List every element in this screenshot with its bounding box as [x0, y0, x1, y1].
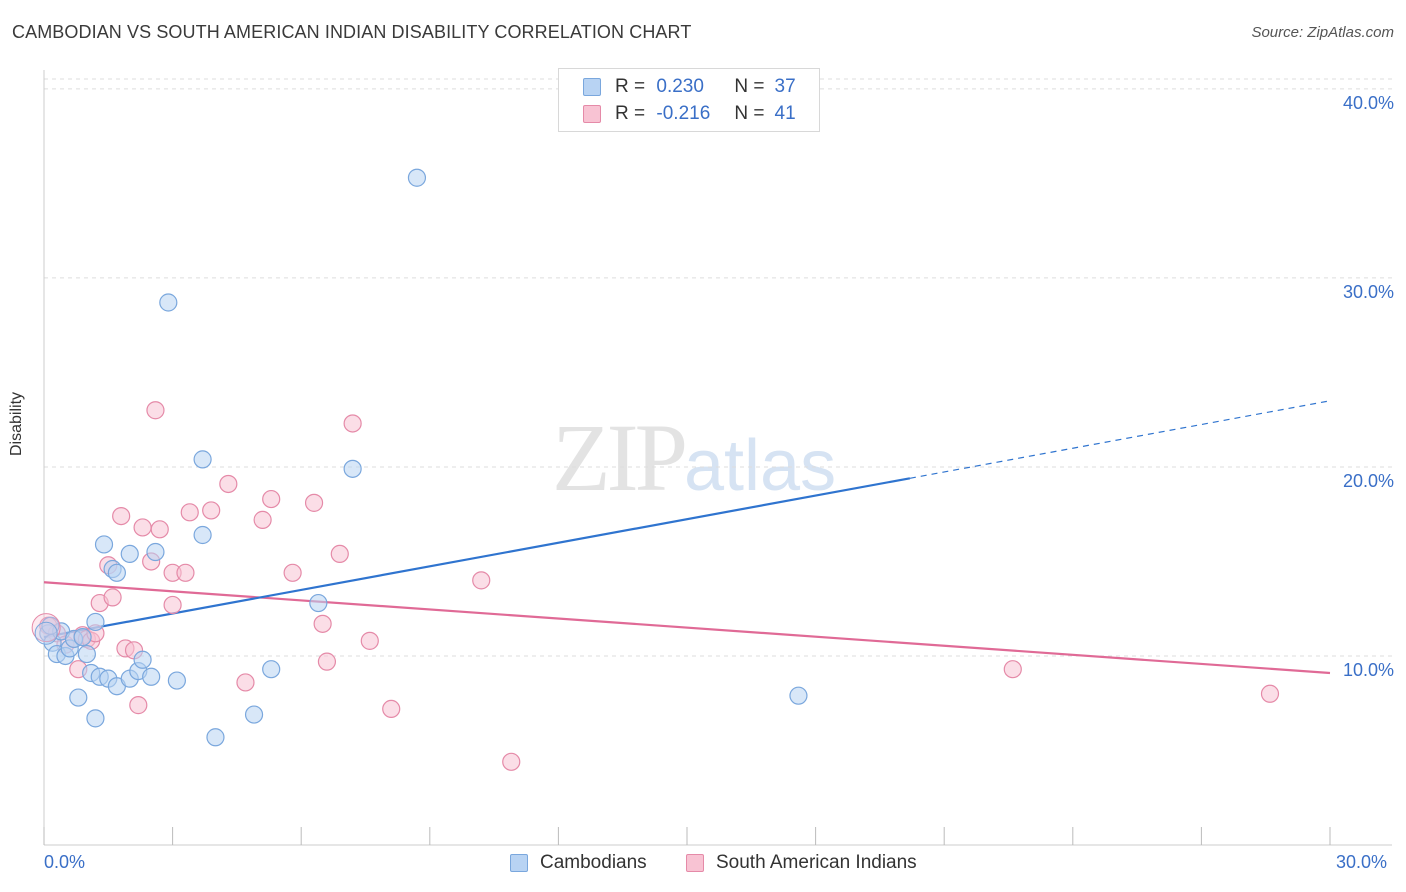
stats-legend: R = 0.230 N = 37 R = -0.216 N = 41: [558, 68, 820, 132]
point-south-american-indians: [133, 518, 152, 537]
point-south-american-indians: [472, 571, 491, 590]
watermark-zip: ZIP: [552, 404, 688, 511]
point-south-american-indians: [163, 595, 182, 615]
point-south-american-indians: [103, 588, 122, 607]
y-tick-label: 10.0%: [1342, 659, 1394, 680]
y-tick-label: 30.0%: [1342, 281, 1394, 302]
point-cluster-cambodians: [34, 621, 58, 645]
bottom-legend-label: Cambodians: [540, 852, 647, 873]
point-cambodians: [94, 535, 114, 554]
point-cambodians: [159, 293, 178, 312]
legend-r-value: 0.230: [656, 76, 704, 97]
point-cambodians: [120, 544, 139, 564]
point-cambodians: [77, 644, 96, 664]
legend-swatch-blue: [583, 78, 601, 96]
point-south-american-indians: [1003, 660, 1022, 679]
trend-line-cambodians: [43, 477, 911, 639]
bottom-legend-label: South American Indians: [716, 852, 917, 873]
legend-row-south-american-indians: R = -0.216 N = 41: [583, 102, 796, 126]
point-cambodians: [41, 616, 60, 635]
point-south-american-indians: [382, 699, 401, 719]
point-south-american-indians: [129, 696, 148, 715]
point-south-american-indians: [1260, 684, 1280, 703]
y-axis-label: Disability: [8, 391, 25, 456]
bottom-legend-cambodians: Cambodians: [510, 852, 647, 874]
legend-r-label: R =: [615, 76, 646, 97]
point-south-american-indians: [360, 631, 379, 650]
point-cambodians: [133, 650, 152, 669]
point-cambodians: [86, 709, 105, 728]
point-south-american-indians: [313, 614, 332, 633]
trend-lines: [43, 400, 1331, 675]
point-cambodians: [142, 667, 161, 686]
point-cambodians: [73, 627, 92, 647]
legend-n-label: N =: [734, 76, 765, 97]
x-tick-label-min: 0.0%: [44, 852, 86, 872]
point-cambodians: [789, 686, 808, 705]
point-south-american-indians: [236, 673, 255, 692]
point-cambodians: [407, 168, 427, 187]
point-cambodians: [167, 671, 186, 690]
point-south-american-indians: [502, 752, 521, 771]
trend-line-south-american-indians: [43, 581, 1331, 675]
point-cambodians: [262, 660, 281, 679]
point-south-american-indians: [180, 503, 199, 522]
legend-n-value: 41: [774, 103, 796, 124]
axes: [43, 70, 1392, 846]
legend-r-label: R =: [615, 103, 646, 124]
legend-row-cambodians: R = 0.230 N = 37: [583, 75, 796, 99]
point-south-american-indians: [112, 506, 131, 526]
y-tick-label: 40.0%: [1342, 92, 1394, 113]
watermark: ZIPatlas: [552, 402, 836, 513]
chart-title: CAMBODIAN VS SOUTH AMERICAN INDIAN DISAB…: [12, 22, 692, 42]
y-tick-label: 20.0%: [1342, 470, 1394, 491]
legend-r-value: -0.216: [656, 103, 711, 124]
point-cambodians: [107, 563, 126, 582]
watermark-atlas: atlas: [684, 426, 837, 506]
source-label: Source: ZipAtlas.com: [1251, 24, 1394, 41]
point-cambodians: [193, 525, 212, 545]
point-south-american-indians: [262, 489, 281, 509]
trend-line-cambodians-extension: [909, 400, 1331, 479]
point-south-american-indians: [253, 510, 272, 529]
legend-swatch-pink: [583, 105, 601, 123]
bottom-swatch-pink: [686, 854, 704, 872]
point-south-american-indians: [343, 414, 362, 433]
point-cambodians: [86, 612, 105, 632]
legend-n-value: 37: [774, 76, 796, 97]
point-cambodians: [69, 688, 88, 707]
point-cambodians: [146, 542, 165, 562]
point-south-american-indians: [317, 652, 337, 671]
point-south-american-indians: [304, 493, 324, 512]
point-cambodians: [244, 705, 264, 724]
legend-n-label: N =: [734, 103, 765, 124]
point-cambodians: [309, 593, 328, 613]
point-cambodians: [206, 728, 225, 747]
gridlines: [44, 78, 1392, 657]
point-south-american-indians: [176, 563, 195, 582]
point-south-american-indians: [330, 544, 349, 564]
point-cluster-south-american-indians: [31, 613, 61, 643]
point-south-american-indians: [150, 520, 169, 539]
x-tick-label-max: 30.0%: [1336, 852, 1388, 872]
point-south-american-indians: [202, 501, 221, 520]
point-cambodians: [193, 450, 212, 469]
bottom-swatch-blue: [510, 854, 528, 872]
point-south-american-indians: [219, 474, 238, 494]
point-south-american-indians: [146, 401, 165, 420]
point-south-american-indians: [283, 563, 302, 582]
bottom-legend-south-american-indians: South American Indians: [686, 852, 917, 874]
point-cambodians: [343, 459, 362, 478]
data-points: [31, 168, 1280, 771]
